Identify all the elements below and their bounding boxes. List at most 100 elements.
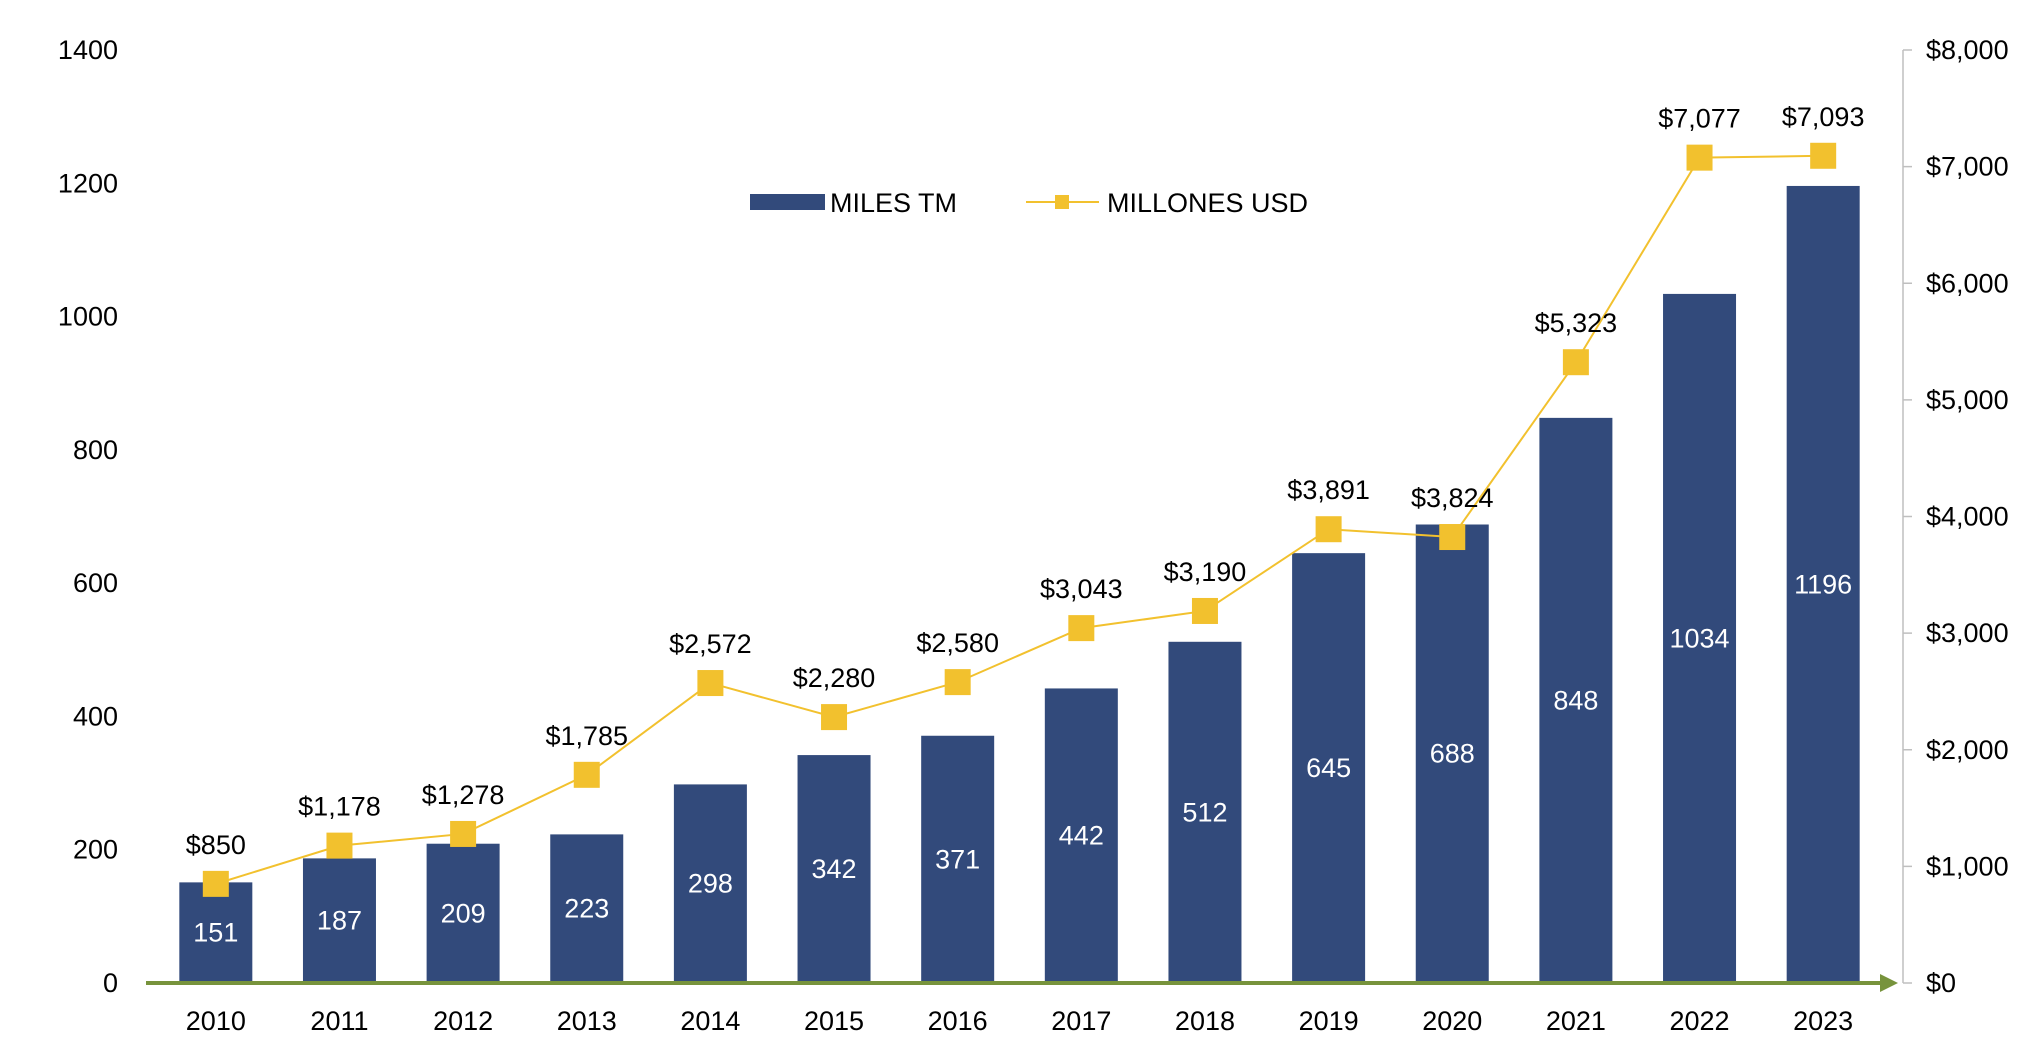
line-data-label: $2,580 (916, 628, 999, 658)
bar (1539, 417, 1613, 984)
right-tick-label: $2,000 (1926, 735, 2009, 765)
line-data-labels: $850 $1,178 $1,278 $1,785 $2,572 $2,280 $2,580… (186, 102, 1865, 860)
line-marker (1810, 142, 1837, 169)
bar-data-label: 223 (564, 894, 609, 924)
x-axis (146, 974, 1898, 992)
bar (673, 784, 747, 983)
bar (1786, 185, 1860, 984)
bar-data-label: 442 (1059, 821, 1104, 851)
line-marker (821, 704, 848, 731)
x-tick-label: 2017 (1051, 1006, 1111, 1036)
line-marker (1439, 524, 1466, 551)
line-data-label: $3,043 (1040, 574, 1123, 604)
line-data-label: $2,572 (669, 629, 752, 659)
line-marker (1686, 144, 1713, 171)
bar-data-labels: 151 187 209 223 298 342 371 442 512 645 688 848 1034… (193, 569, 1852, 947)
bar (426, 843, 500, 983)
line-data-label: $1,785 (545, 721, 628, 751)
bar-series (179, 185, 1860, 984)
x-tick-label: 2013 (557, 1006, 617, 1036)
right-tick-label: $1,000 (1926, 851, 2009, 881)
line-marker (573, 761, 600, 788)
x-tick-label: 2010 (186, 1006, 246, 1036)
x-axis-arrowhead (1880, 974, 1898, 992)
left-tick-label: 600 (73, 568, 118, 598)
line-data-label: $5,323 (1535, 308, 1618, 338)
bar-data-label: 342 (812, 854, 857, 884)
line-data-label: $1,178 (298, 792, 381, 822)
bar (179, 882, 253, 983)
line-data-label: $2,280 (793, 663, 876, 693)
left-tick-label: 200 (73, 835, 118, 865)
x-tick-labels: 2010 2011 2012 2013 2014 2015 2016 2017 2018 2019… (186, 1006, 1853, 1036)
legend-label-bar: MILES TM (830, 188, 957, 218)
line-data-label: $850 (186, 830, 246, 860)
line-marker (944, 669, 971, 696)
right-tick-label: $4,000 (1926, 502, 2009, 532)
x-tick-label: 2011 (310, 1006, 368, 1036)
bar (1415, 524, 1489, 983)
bar-data-label: 298 (688, 869, 733, 899)
legend-swatch-bar (750, 194, 825, 210)
right-tick-label: $6,000 (1926, 268, 2009, 298)
x-tick-label: 2022 (1669, 1006, 1729, 1036)
legend-label-line: MILLONES USD (1107, 188, 1308, 218)
right-axis: $0 $1,000 $2,000 $3,000 $4,000 $5,000 $6,000 $7… (1902, 35, 2009, 998)
line-data-label: $3,891 (1287, 475, 1370, 505)
x-tick-label: 2016 (928, 1006, 988, 1036)
bar-data-label: 512 (1182, 797, 1227, 827)
right-tick-label: $5,000 (1926, 385, 2009, 415)
bar (797, 755, 871, 983)
left-tick-label: 0 (103, 968, 118, 998)
line-data-label: $7,077 (1658, 104, 1741, 134)
line-series (202, 142, 1837, 897)
right-tick-label: $7,000 (1926, 152, 2009, 182)
legend-swatch-marker (1055, 195, 1069, 209)
bar (1292, 553, 1366, 983)
line-path (215, 154, 1824, 885)
line-data-label: $7,093 (1782, 102, 1865, 132)
bar (1168, 641, 1242, 983)
left-tick-label: 1400 (58, 35, 118, 65)
line-data-label: $1,278 (422, 780, 505, 810)
line-marker (1315, 516, 1342, 543)
x-tick-label: 2023 (1793, 1006, 1853, 1036)
x-tick-label: 2018 (1175, 1006, 1235, 1036)
bar-data-label: 187 (317, 906, 362, 936)
line-marker (450, 820, 477, 847)
legend: MILES TM MILLONES USD (750, 188, 1308, 218)
bar (1663, 293, 1737, 984)
bar-data-label: 1196 (1794, 569, 1852, 599)
bar-data-label: 645 (1306, 753, 1351, 783)
left-tick-label: 400 (73, 701, 118, 731)
line-data-label: $3,190 (1164, 557, 1247, 587)
bar-data-label: 688 (1430, 739, 1475, 769)
bar-data-label: 848 (1553, 685, 1598, 715)
right-tick-label: $3,000 (1926, 618, 2009, 648)
line-marker (1068, 615, 1095, 642)
left-tick-label: 1200 (58, 168, 118, 198)
line-marker (1562, 349, 1589, 376)
line-marker (326, 832, 353, 859)
x-tick-label: 2014 (680, 1006, 740, 1036)
bar (550, 834, 624, 983)
left-axis: 0 200 400 600 800 1000 1200 1400 (58, 35, 118, 998)
line-marker (697, 670, 724, 697)
x-tick-label: 2019 (1299, 1006, 1359, 1036)
right-tick-label: $8,000 (1926, 35, 2009, 65)
bar (302, 858, 376, 983)
bar-data-label: 151 (193, 918, 238, 948)
line-marker (1191, 597, 1218, 624)
x-tick-label: 2021 (1546, 1006, 1606, 1036)
right-tick-label: $0 (1926, 968, 1956, 998)
bar (1044, 688, 1118, 983)
x-tick-label: 2012 (433, 1006, 493, 1036)
left-tick-label: 800 (73, 435, 118, 465)
bar-data-label: 371 (935, 844, 980, 874)
x-tick-label: 2020 (1422, 1006, 1482, 1036)
bar (921, 735, 995, 983)
line-data-label: $3,824 (1411, 483, 1494, 513)
x-tick-label: 2015 (804, 1006, 864, 1036)
